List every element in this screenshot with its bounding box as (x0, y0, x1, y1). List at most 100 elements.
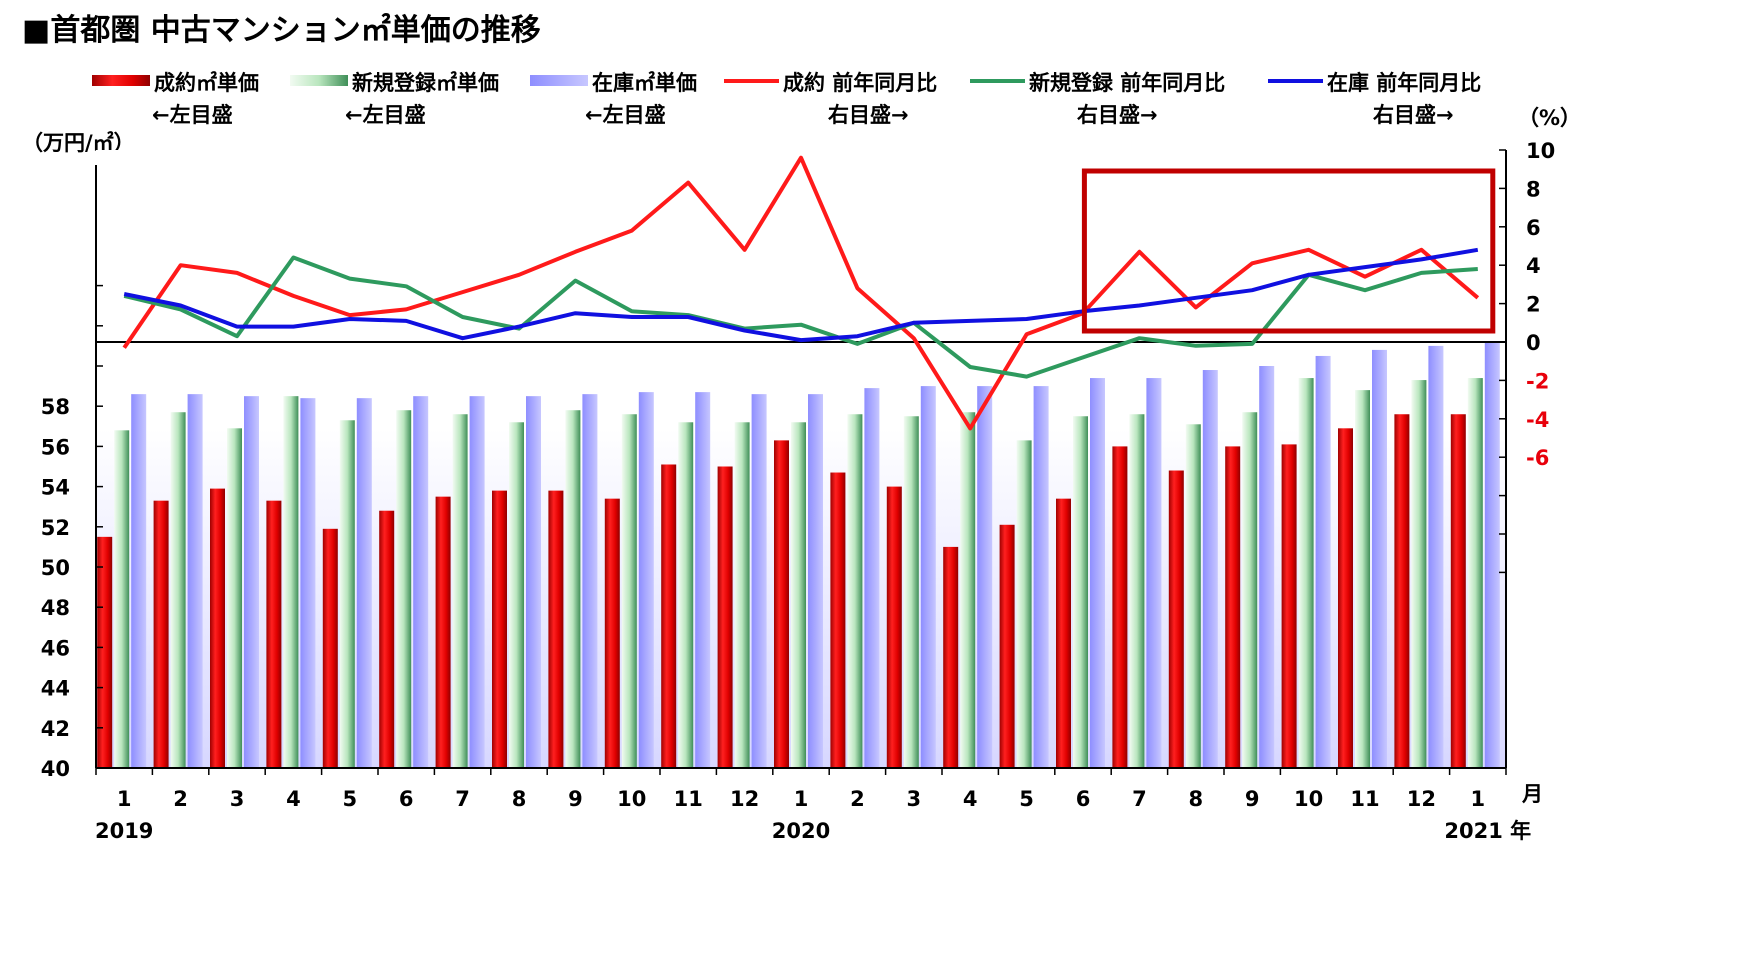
bar-0-24 (1450, 414, 1466, 768)
right-tick-label: 6 (1526, 216, 1541, 240)
legend-label-2: 在庫㎡単価 (592, 71, 697, 95)
bar-1-21 (1298, 378, 1314, 768)
month-label: 7 (1132, 787, 1147, 811)
bar-2-2 (244, 396, 259, 768)
month-label: 11 (1350, 787, 1379, 811)
legend: 成約㎡単価 新規登録㎡単価 在庫㎡単価 成約 前年同月比 新規登録 前年同月比 在庫 前年… (92, 71, 1481, 127)
month-label: 8 (1188, 787, 1203, 811)
month-label: 9 (568, 787, 583, 811)
right-axis-unit: （%） (1518, 106, 1581, 130)
bar-1-7 (509, 422, 524, 768)
legend-label-0: 成約㎡単価 (154, 71, 259, 95)
bar-1-8 (565, 410, 581, 768)
month-label: 9 (1245, 787, 1260, 811)
bar-1-1 (170, 412, 186, 768)
bar-2-5 (413, 396, 429, 768)
bars (97, 341, 1500, 768)
lines (122, 155, 1480, 431)
bar-0-8 (548, 490, 564, 768)
month-label: 5 (342, 787, 357, 811)
month-label: 10 (617, 787, 646, 811)
bar-1-18 (1129, 414, 1145, 768)
month-label: 12 (730, 787, 759, 811)
bar-1-0 (114, 430, 130, 768)
bar-2-0 (131, 394, 147, 768)
right-tick-label: -6 (1526, 446, 1549, 470)
legend-label-5: 在庫 前年同月比 (1327, 71, 1481, 95)
highlight (1081, 168, 1496, 334)
bar-1-19 (1185, 424, 1201, 768)
legend-sub-3: 右目盛→ (828, 103, 909, 127)
left-tick-label: 44 (41, 677, 70, 701)
left-tick-label: 46 (41, 636, 70, 660)
bar-0-14 (886, 486, 902, 768)
bar-2-18 (1146, 378, 1162, 768)
month-label: 1 (1470, 787, 1485, 811)
month-label: 1 (794, 787, 809, 811)
bar-0-19 (1168, 470, 1184, 768)
month-label: 5 (1019, 787, 1034, 811)
bar-2-14 (920, 386, 936, 768)
bar-0-1 (153, 500, 169, 768)
right-tick-label: 0 (1526, 331, 1541, 355)
month-label: 4 (963, 787, 978, 811)
legend-sub-0: ←左目盛 (152, 103, 233, 127)
bar-1-14 (903, 416, 919, 768)
bar-2-15 (977, 386, 993, 768)
chart-title: ■首都圏 中古マンション㎡単価の推移 (22, 13, 541, 48)
bar-0-16 (999, 524, 1015, 768)
month-unit-label: 月 (1521, 782, 1543, 806)
year-label: 2019 (95, 819, 153, 843)
left-tick-label: 50 (41, 556, 70, 580)
bar-0-22 (1338, 428, 1353, 768)
right-tick-label: 8 (1526, 177, 1541, 201)
bar-1-12 (791, 422, 806, 768)
bar-0-5 (379, 510, 395, 768)
bar-1-24 (1467, 378, 1483, 768)
bar-1-6 (452, 414, 468, 768)
month-label: 2 (173, 787, 188, 811)
bar-2-12 (808, 394, 823, 768)
legend-sub-4: 右目盛→ (1077, 103, 1158, 127)
month-label: 7 (455, 787, 470, 811)
bar-2-1 (187, 394, 203, 768)
bar-1-17 (1073, 416, 1088, 768)
legend-label-3: 成約 前年同月比 (783, 71, 937, 95)
month-label: 6 (399, 787, 414, 811)
bar-2-11 (751, 394, 767, 768)
bar-0-7 (492, 490, 507, 768)
month-label: 2 (850, 787, 865, 811)
legend-swatch-1 (290, 75, 348, 86)
bar-0-15 (943, 546, 959, 768)
bar-2-8 (582, 394, 598, 768)
bar-1-22 (1355, 390, 1370, 768)
bar-2-7 (526, 396, 541, 768)
month-label: 3 (230, 787, 245, 811)
legend-sub-2: ←左目盛 (585, 103, 666, 127)
bar-0-20 (1225, 446, 1241, 768)
bar-2-23 (1428, 345, 1444, 768)
legend-label-4: 新規登録 前年同月比 (1029, 71, 1225, 95)
bar-1-3 (283, 396, 299, 768)
bar-0-13 (830, 472, 846, 768)
highlight-box (1081, 168, 1496, 334)
bar-1-5 (396, 410, 412, 768)
bar-2-13 (864, 388, 880, 768)
bar-2-9 (638, 392, 654, 768)
month-label: 3 (906, 787, 921, 811)
bar-0-11 (717, 466, 733, 768)
legend-sub-1: ←左目盛 (345, 103, 426, 127)
bar-0-18 (1112, 446, 1128, 768)
right-tick-label: 2 (1526, 293, 1541, 317)
bar-2-21 (1315, 355, 1331, 768)
bar-2-6 (469, 396, 485, 768)
left-tick-label: 42 (41, 717, 70, 741)
bar-0-21 (1281, 444, 1297, 768)
right-tick-label: 4 (1526, 254, 1541, 278)
bar-0-3 (266, 500, 282, 768)
month-label: 11 (674, 787, 703, 811)
bar-0-9 (604, 498, 620, 768)
line-series-1 (123, 255, 1478, 379)
